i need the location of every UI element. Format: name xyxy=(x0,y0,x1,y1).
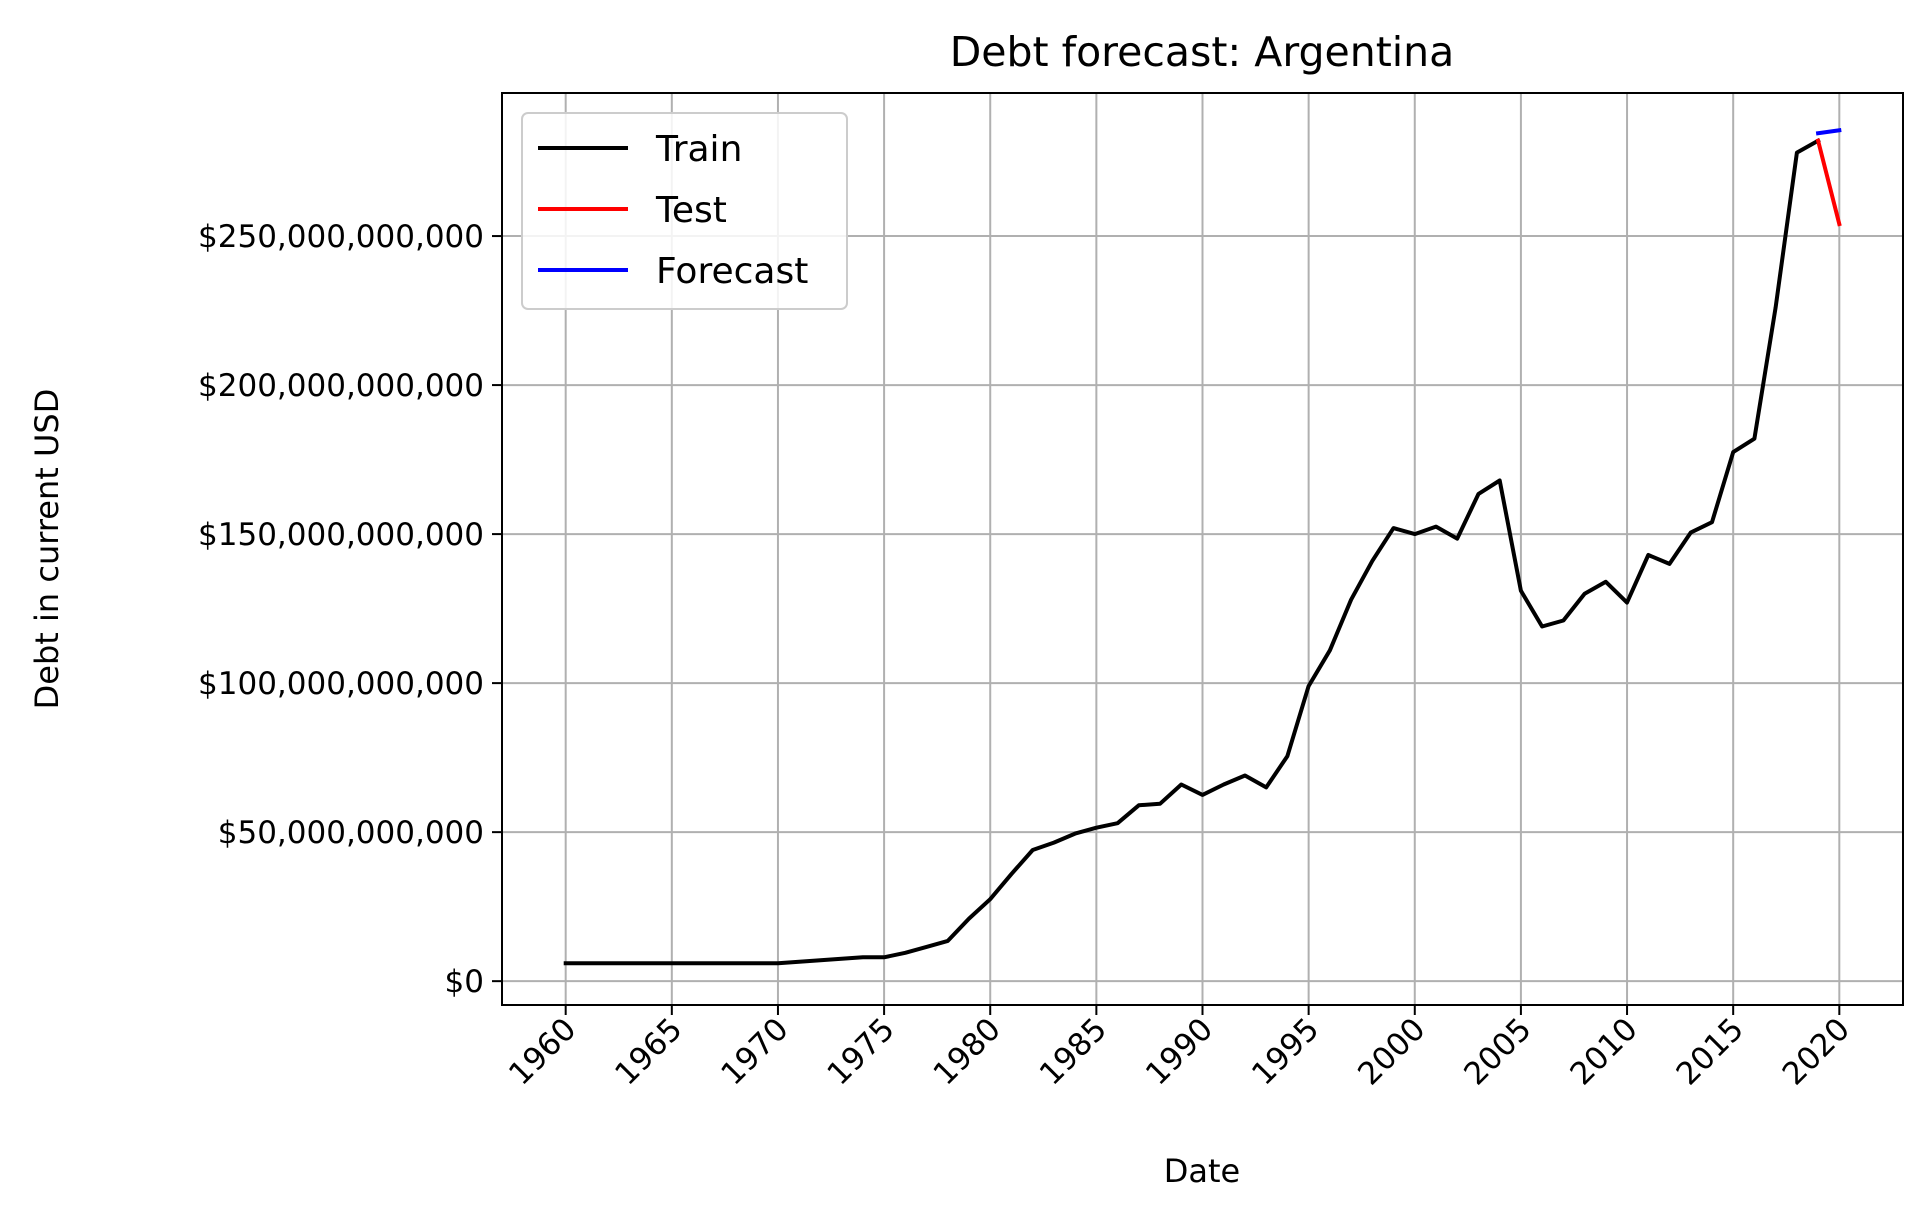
legend-label-train: Train xyxy=(655,129,742,170)
chart-title: Debt forecast: Argentina xyxy=(950,28,1455,76)
legend-label-test: Test xyxy=(655,190,727,231)
legend: Train Test Forecast xyxy=(521,112,848,310)
series-line-test xyxy=(1815,138,1842,227)
y-tick-label: $250,000,000,000 xyxy=(198,219,484,255)
legend-box xyxy=(521,112,848,310)
y-tick-label: $200,000,000,000 xyxy=(198,368,484,404)
y-axis-label: Debt in current USD xyxy=(28,389,66,710)
y-tick-label: $50,000,000,000 xyxy=(218,815,484,851)
series-line-forecast xyxy=(1815,128,1842,136)
series-line-train xyxy=(563,137,1821,966)
x-axis-label: Date xyxy=(1164,1152,1240,1190)
legend-label-forecast: Forecast xyxy=(656,251,808,292)
y-tick-label: $150,000,000,000 xyxy=(198,517,484,553)
y-tick-label: $100,000,000,000 xyxy=(198,666,484,702)
y-axis: $0 $50,000,000,000 $100,000,000,000 $150,00… xyxy=(198,219,502,1000)
series-lines xyxy=(563,128,1842,966)
y-tick-label: $0 xyxy=(445,964,484,1000)
